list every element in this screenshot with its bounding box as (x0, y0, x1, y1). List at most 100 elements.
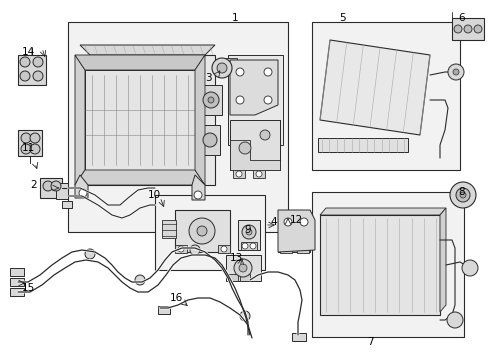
Bar (175, 210, 229, 252)
Bar (62, 201, 72, 208)
Bar (224, 58, 237, 66)
Polygon shape (319, 208, 445, 215)
Bar (227, 274, 238, 281)
Bar (451, 18, 483, 40)
Bar (311, 192, 463, 337)
Bar (155, 195, 264, 270)
Polygon shape (195, 55, 204, 185)
Circle shape (189, 218, 215, 244)
Bar (296, 245, 308, 253)
Bar (291, 333, 305, 341)
Bar (40, 178, 62, 198)
Bar (200, 125, 220, 155)
Bar (319, 215, 439, 315)
Text: 9: 9 (244, 225, 251, 235)
Text: 5: 5 (338, 13, 345, 23)
Circle shape (197, 226, 206, 236)
Bar (278, 210, 309, 252)
Circle shape (221, 246, 226, 252)
Text: 8: 8 (458, 187, 465, 197)
Bar (10, 278, 24, 286)
Circle shape (236, 68, 244, 76)
Circle shape (459, 192, 465, 198)
Bar (229, 120, 280, 170)
Bar (85, 70, 195, 170)
Circle shape (30, 144, 40, 154)
Circle shape (239, 142, 250, 154)
Circle shape (194, 191, 202, 199)
Bar (232, 168, 244, 178)
Bar (240, 274, 249, 281)
Circle shape (240, 311, 249, 321)
Circle shape (449, 182, 475, 208)
Bar (238, 220, 260, 250)
Bar (311, 22, 459, 170)
Polygon shape (319, 40, 429, 135)
Bar (252, 168, 264, 178)
Circle shape (20, 57, 30, 67)
Bar (18, 55, 46, 85)
Bar (10, 288, 24, 296)
Polygon shape (75, 55, 204, 70)
Text: 13: 13 (229, 253, 242, 263)
Bar (175, 245, 186, 253)
Circle shape (473, 25, 481, 33)
Circle shape (260, 130, 269, 140)
Circle shape (207, 97, 214, 103)
Bar (241, 242, 257, 250)
Circle shape (33, 71, 43, 81)
Bar (280, 245, 291, 253)
Bar (56, 183, 68, 199)
Bar (158, 306, 170, 314)
Polygon shape (75, 175, 88, 198)
Circle shape (21, 133, 31, 143)
Text: 11: 11 (22, 143, 35, 153)
Text: 10: 10 (148, 190, 161, 200)
Circle shape (242, 225, 256, 239)
Circle shape (203, 133, 217, 147)
Polygon shape (80, 45, 215, 55)
Bar (218, 245, 229, 253)
Polygon shape (75, 170, 204, 185)
Circle shape (452, 69, 458, 75)
Text: 1: 1 (231, 13, 238, 23)
Bar (225, 255, 261, 281)
Circle shape (284, 218, 291, 226)
Circle shape (43, 181, 53, 191)
Circle shape (455, 188, 469, 202)
Circle shape (234, 259, 251, 277)
Circle shape (463, 25, 471, 33)
Circle shape (20, 71, 30, 81)
Text: 12: 12 (289, 215, 303, 225)
Bar (200, 85, 222, 115)
Circle shape (33, 57, 43, 67)
Circle shape (242, 243, 247, 249)
Polygon shape (229, 120, 280, 170)
Polygon shape (278, 210, 314, 252)
Circle shape (453, 25, 461, 33)
Bar (162, 220, 176, 238)
Circle shape (239, 264, 246, 272)
Bar (10, 268, 24, 276)
Circle shape (264, 96, 271, 104)
Circle shape (212, 58, 231, 78)
Bar (317, 138, 407, 152)
Text: 7: 7 (366, 337, 372, 347)
Text: 4: 4 (269, 217, 276, 227)
Bar (18, 130, 42, 156)
Circle shape (203, 92, 219, 108)
Polygon shape (192, 175, 204, 200)
Text: 6: 6 (458, 13, 465, 23)
Polygon shape (229, 60, 278, 115)
Circle shape (79, 189, 87, 197)
Circle shape (236, 96, 244, 104)
Text: 15: 15 (22, 283, 35, 293)
Circle shape (264, 68, 271, 76)
Text: 14: 14 (22, 47, 35, 57)
Circle shape (85, 249, 95, 259)
Text: 16: 16 (170, 293, 183, 303)
Circle shape (217, 63, 226, 73)
Bar (75, 55, 215, 185)
Circle shape (190, 245, 200, 255)
Text: 2: 2 (30, 180, 37, 190)
